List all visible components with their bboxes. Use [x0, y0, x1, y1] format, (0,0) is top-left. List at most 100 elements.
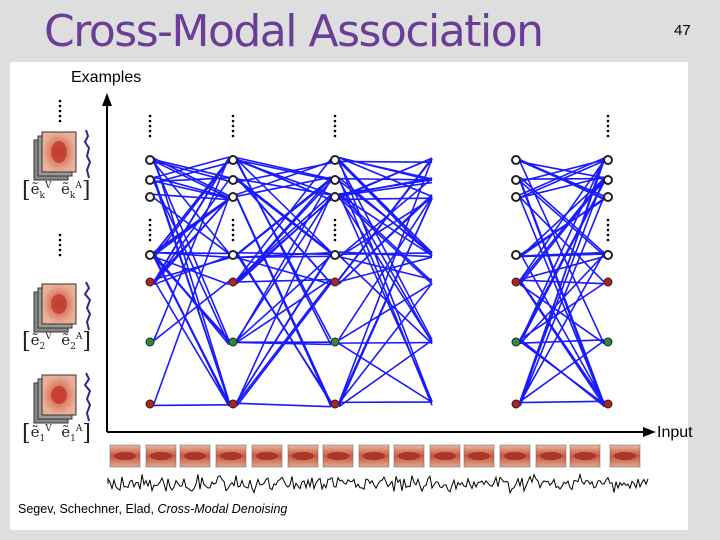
- association-node: [603, 277, 613, 287]
- association-edge: [338, 197, 433, 258]
- association-node: [603, 175, 613, 185]
- ellipsis-dot: [333, 238, 337, 242]
- ellipsis-dot: [231, 223, 235, 227]
- association-edge: [236, 156, 332, 180]
- ellipsis-dot: [148, 233, 152, 237]
- ellipsis-dot: [333, 233, 337, 237]
- association-edge: [519, 282, 605, 341]
- association-edge: [236, 282, 332, 407]
- ellipsis-dot: [606, 218, 610, 222]
- association-edge: [338, 156, 433, 182]
- input-mouth-frame: [499, 444, 531, 468]
- association-node: [228, 192, 238, 202]
- association-node: [330, 399, 340, 409]
- slide-frame-top: [0, 0, 720, 62]
- association-edge: [519, 339, 605, 344]
- citation-title: Cross-Modal Denoising: [157, 502, 288, 516]
- association-edge: [519, 177, 605, 283]
- ellipsis-dot: [148, 134, 152, 138]
- slide-frame-bottom: [0, 530, 720, 540]
- ellipsis-dot: [231, 114, 235, 118]
- ellipsis-dot: [606, 124, 610, 128]
- ellipsis-dot: [58, 233, 62, 237]
- ellipsis-dot: [231, 218, 235, 222]
- ellipsis-dot: [58, 104, 62, 108]
- association-node: [145, 250, 155, 260]
- association-edge: [236, 402, 332, 408]
- ellipsis-dot: [333, 114, 337, 118]
- ellipsis-dot: [58, 114, 62, 118]
- association-node: [511, 250, 521, 260]
- example-thumbnail-k: [33, 129, 92, 181]
- ellipsis-dot: [148, 228, 152, 232]
- ellipsis-dot: [333, 129, 337, 133]
- association-edge: [153, 279, 230, 407]
- input-mouth-frame: [251, 444, 283, 468]
- association-edge: [153, 176, 230, 199]
- association-node: [228, 337, 238, 347]
- association-edge: [519, 180, 605, 256]
- input-mouth-frame: [535, 444, 567, 468]
- association-edge: [519, 180, 605, 408]
- citation-authors: Segev, Schechner, Elad,: [18, 502, 158, 516]
- ellipsis-dot: [148, 119, 152, 123]
- ellipsis-dot: [58, 243, 62, 247]
- association-node: [330, 277, 340, 287]
- association-edge: [519, 400, 605, 404]
- association-edge: [236, 162, 332, 183]
- input-audio-waveform: [107, 472, 649, 495]
- ellipsis-dot: [58, 99, 62, 103]
- association-edge: [236, 278, 332, 343]
- vertical-axis-arrowhead: [102, 93, 112, 106]
- association-edge: [519, 158, 605, 343]
- ellipsis-dot: [148, 114, 152, 118]
- association-node: [603, 192, 613, 202]
- association-edge: [153, 162, 230, 341]
- association-edge: [338, 176, 433, 256]
- association-node: [511, 399, 521, 409]
- association-node: [145, 277, 155, 287]
- association-node: [330, 250, 340, 260]
- ellipsis-dot: [231, 238, 235, 242]
- ellipsis-dot: [231, 119, 235, 123]
- association-nodes: [145, 155, 613, 409]
- ellipsis-dot: [148, 223, 152, 227]
- association-node: [330, 337, 340, 347]
- ellipsis-dots: [58, 99, 610, 257]
- ellipsis-dot: [58, 253, 62, 257]
- association-edge: [338, 251, 433, 258]
- association-edge: [153, 251, 230, 259]
- association-node: [228, 155, 238, 165]
- citation: Segev, Schechner, Elad, Cross-Modal Deno…: [18, 502, 287, 516]
- association-edge: [153, 193, 230, 201]
- slide-frame-right: [688, 0, 720, 540]
- horizontal-axis-arrowhead: [643, 427, 656, 437]
- association-edge: [338, 342, 433, 403]
- association-edge: [338, 193, 433, 257]
- association-node: [511, 175, 521, 185]
- ellipsis-dot: [333, 124, 337, 128]
- association-edge: [236, 194, 332, 340]
- association-node: [145, 155, 155, 165]
- association-edge: [236, 251, 332, 256]
- association-edge: [519, 255, 605, 281]
- association-node: [603, 399, 613, 409]
- association-node: [145, 175, 155, 185]
- association-edge: [338, 193, 433, 283]
- association-edge: [153, 179, 230, 283]
- ellipsis-dot: [606, 233, 610, 237]
- slide-number: 47: [674, 22, 691, 39]
- association-edge: [236, 159, 332, 181]
- ellipsis-dot: [58, 238, 62, 242]
- association-edge: [236, 179, 332, 254]
- input-mouth-frame: [429, 444, 461, 468]
- ellipsis-dot: [231, 129, 235, 133]
- association-edge: [153, 255, 230, 407]
- ellipsis-dot: [333, 134, 337, 138]
- input-mouth-frame: [322, 444, 354, 468]
- ellipsis-dot: [58, 119, 62, 123]
- input-mouth-frames: [109, 444, 641, 468]
- example-thumbnail-2: [33, 281, 92, 333]
- association-edge: [153, 159, 230, 259]
- ellipsis-dot: [606, 114, 610, 118]
